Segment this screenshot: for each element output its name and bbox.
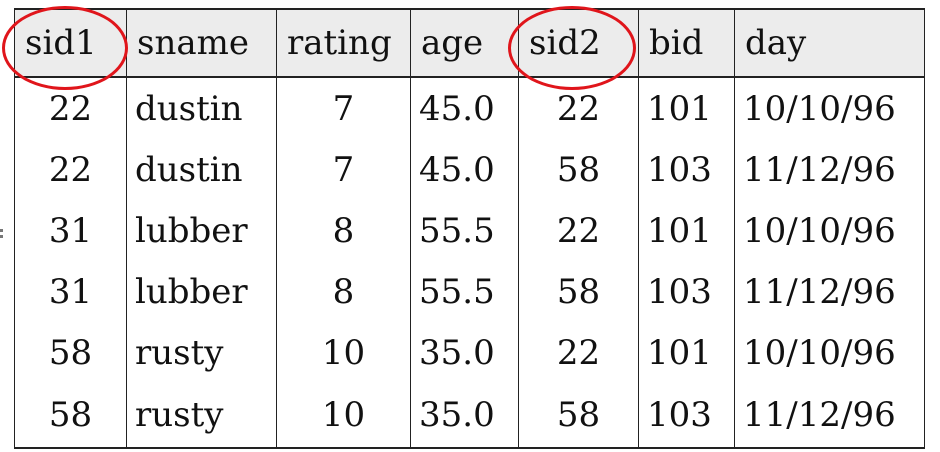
table-row: 58 rusty 10 35.0 22 101 10/10/96: [14, 322, 925, 383]
cell-sid1: 58: [14, 322, 127, 383]
cell-sname: dustin: [126, 77, 277, 139]
cell-day: 10/10/96: [734, 200, 925, 261]
cell-sid1: 31: [14, 261, 127, 322]
header-bid: bid: [638, 8, 735, 78]
table-row: 31 lubber 8 55.5 22 101 10/10/96: [14, 200, 925, 261]
cell-bid: 103: [638, 261, 735, 322]
table-row: 31 lubber 8 55.5 58 103 11/12/96: [14, 261, 925, 322]
cell-sid2: 22: [518, 322, 639, 383]
cell-day: 11/12/96: [734, 139, 925, 200]
cell-bid: 101: [638, 322, 735, 383]
header-age: age: [410, 8, 519, 78]
cell-rating: 10: [276, 322, 411, 383]
table-row: 22 dustin 7 45.0 58 103 11/12/96: [14, 139, 925, 200]
cell-sid2: 58: [518, 139, 639, 200]
header-day: day: [734, 8, 925, 78]
cell-age: 55.5: [410, 200, 519, 261]
cell-sid1: 22: [14, 77, 127, 139]
cell-sid2: 58: [518, 261, 639, 322]
cross-product-table: sid1 sname rating age sid2 bid day 22 du…: [14, 8, 925, 449]
cell-bid: 101: [638, 200, 735, 261]
cell-day: 10/10/96: [734, 77, 925, 139]
cell-sid1: 31: [14, 200, 127, 261]
cell-rating: 7: [276, 139, 411, 200]
cell-sid2: 22: [518, 77, 639, 139]
cell-age: 45.0: [410, 77, 519, 139]
table-row: 58 rusty 10 35.0 58 103 11/12/96: [14, 383, 925, 449]
cell-sname: dustin: [126, 139, 277, 200]
cell-age: 55.5: [410, 261, 519, 322]
header-sid1: sid1: [14, 8, 127, 78]
header-sname: sname: [126, 8, 277, 78]
cell-day: 11/12/96: [734, 261, 925, 322]
cell-rating: 8: [276, 200, 411, 261]
cell-sid1: 58: [14, 383, 127, 449]
cell-day: 10/10/96: [734, 322, 925, 383]
cell-sname: lubber: [126, 261, 277, 322]
cell-age: 35.0: [410, 322, 519, 383]
cell-age: 35.0: [410, 383, 519, 449]
cell-sname: lubber: [126, 200, 277, 261]
header-row: sid1 sname rating age sid2 bid day: [14, 8, 925, 78]
cell-sid1: 22: [14, 139, 127, 200]
cell-bid: 101: [638, 77, 735, 139]
table-row: 22 dustin 7 45.0 22 101 10/10/96: [14, 77, 925, 139]
cell-bid: 103: [638, 383, 735, 449]
cell-sid2: 22: [518, 200, 639, 261]
header-rating: rating: [276, 8, 411, 78]
cell-sname: rusty: [126, 383, 277, 449]
header-sid2: sid2: [518, 8, 639, 78]
cell-rating: 8: [276, 261, 411, 322]
cell-bid: 103: [638, 139, 735, 200]
cell-age: 45.0: [410, 139, 519, 200]
cell-sid2: 58: [518, 383, 639, 449]
margin-mark: [0, 226, 3, 248]
cell-day: 11/12/96: [734, 383, 925, 449]
cell-rating: 7: [276, 77, 411, 139]
cell-rating: 10: [276, 383, 411, 449]
cell-sname: rusty: [126, 322, 277, 383]
